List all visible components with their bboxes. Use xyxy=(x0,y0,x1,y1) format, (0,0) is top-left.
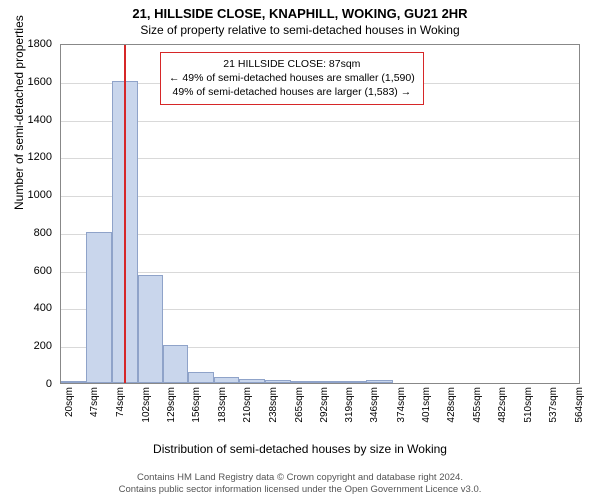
x-tick-label: 319sqm xyxy=(344,387,355,423)
x-tick-label: 129sqm xyxy=(166,387,177,423)
gridline xyxy=(61,234,579,235)
histogram-bar xyxy=(163,345,188,383)
x-tick-label: 74sqm xyxy=(115,387,126,417)
histogram-bar xyxy=(291,381,316,383)
y-tick-label: 0 xyxy=(12,378,52,390)
x-tick-label: 183sqm xyxy=(217,387,228,423)
title-block: 21, HILLSIDE CLOSE, KNAPHILL, WOKING, GU… xyxy=(0,0,600,37)
annotation-box: 21 HILLSIDE CLOSE: 87sqm ← 49% of semi-d… xyxy=(160,52,424,105)
y-tick-label: 200 xyxy=(12,340,52,352)
x-tick-label: 265sqm xyxy=(294,387,305,423)
annotation-line2: ← 49% of semi-detached houses are smalle… xyxy=(169,71,415,85)
gridline xyxy=(61,196,579,197)
gridline xyxy=(61,121,579,122)
x-tick-label: 455sqm xyxy=(472,387,483,423)
histogram-bar xyxy=(188,372,213,383)
x-tick-label: 564sqm xyxy=(574,387,585,423)
y-tick-label: 1800 xyxy=(12,38,52,50)
x-tick-label: 47sqm xyxy=(89,387,100,417)
annotation-line3: 49% of semi-detached houses are larger (… xyxy=(169,85,415,99)
footer-line1: Contains HM Land Registry data © Crown c… xyxy=(0,472,600,484)
histogram-bar xyxy=(138,275,163,383)
chart-area: 20sqm47sqm74sqm102sqm129sqm156sqm183sqm2… xyxy=(60,44,580,414)
y-tick-label: 1600 xyxy=(12,76,52,88)
x-tick-label: 20sqm xyxy=(64,387,75,417)
x-tick-label: 210sqm xyxy=(242,387,253,423)
histogram-bar xyxy=(316,381,341,383)
y-tick-label: 800 xyxy=(12,227,52,239)
gridline xyxy=(61,272,579,273)
x-tick-label: 537sqm xyxy=(548,387,559,423)
gridline xyxy=(61,158,579,159)
y-tick-label: 400 xyxy=(12,302,52,314)
histogram-bar xyxy=(239,379,265,383)
y-tick-label: 1200 xyxy=(12,151,52,163)
annotation-line1: 21 HILLSIDE CLOSE: 87sqm xyxy=(169,57,415,71)
x-tick-label: 482sqm xyxy=(497,387,508,423)
reference-line xyxy=(124,45,126,383)
y-tick-label: 600 xyxy=(12,265,52,277)
footer-attribution: Contains HM Land Registry data © Crown c… xyxy=(0,472,600,496)
chart-subtitle: Size of property relative to semi-detach… xyxy=(0,23,600,37)
histogram-bar xyxy=(366,380,392,383)
x-tick-label: 156sqm xyxy=(191,387,202,423)
x-tick-label: 374sqm xyxy=(396,387,407,423)
x-tick-label: 510sqm xyxy=(523,387,534,423)
histogram-bar xyxy=(214,377,239,383)
y-tick-label: 1000 xyxy=(12,189,52,201)
histogram-bar xyxy=(61,381,86,383)
histogram-bar xyxy=(86,232,111,383)
x-axis-label: Distribution of semi-detached houses by … xyxy=(0,442,600,456)
y-tick-label: 1400 xyxy=(12,114,52,126)
chart-title: 21, HILLSIDE CLOSE, KNAPHILL, WOKING, GU… xyxy=(0,6,600,21)
x-tick-label: 292sqm xyxy=(319,387,330,423)
histogram-bar xyxy=(265,380,290,383)
x-tick-label: 401sqm xyxy=(421,387,432,423)
histogram-bar xyxy=(341,381,366,383)
x-tick-label: 346sqm xyxy=(369,387,380,423)
x-tick-label: 102sqm xyxy=(141,387,152,423)
footer-line2: Contains public sector information licen… xyxy=(0,484,600,496)
x-tick-label: 238sqm xyxy=(268,387,279,423)
x-tick-label: 428sqm xyxy=(446,387,457,423)
